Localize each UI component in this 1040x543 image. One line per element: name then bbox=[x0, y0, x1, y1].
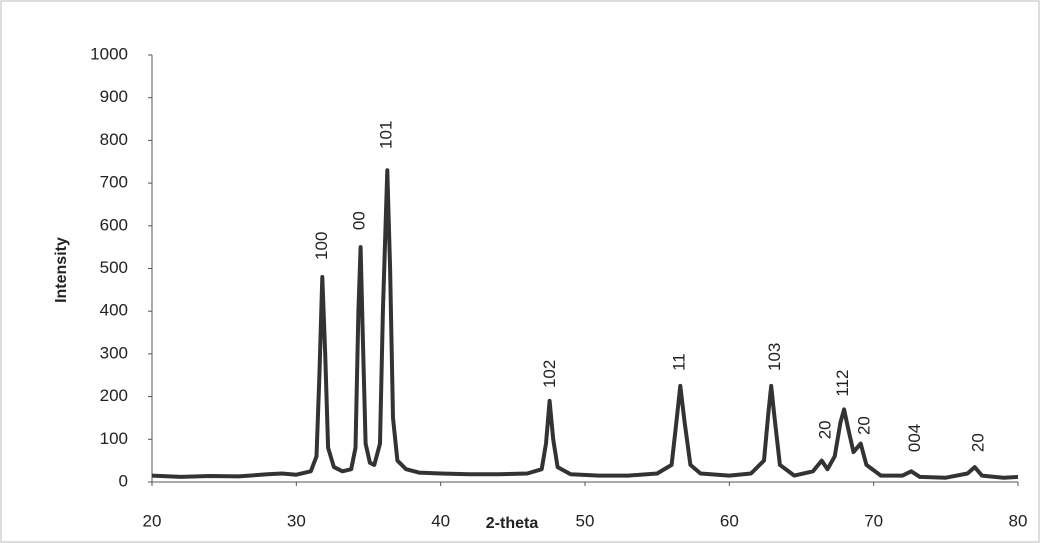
x-tick-label: 40 bbox=[431, 511, 450, 530]
y-tick-label: 100 bbox=[100, 429, 128, 448]
peak-label: 101 bbox=[377, 121, 396, 149]
y-tick-label: 700 bbox=[100, 173, 128, 192]
y-tick-label: 0 bbox=[119, 471, 128, 490]
peak-label: 20 bbox=[816, 420, 835, 439]
y-tick-label: 200 bbox=[100, 386, 128, 405]
frame bbox=[1, 1, 1039, 542]
x-tick-label: 70 bbox=[864, 511, 883, 530]
y-tick-label: 800 bbox=[100, 130, 128, 149]
x-tick-label: 80 bbox=[1009, 511, 1028, 530]
y-tick-label: 300 bbox=[100, 343, 128, 362]
y-tick-label: 600 bbox=[100, 215, 128, 234]
peak-label: 112 bbox=[833, 369, 852, 396]
peak-label: 004 bbox=[905, 424, 924, 452]
peak-label: 00 bbox=[349, 211, 368, 230]
peak-label: 103 bbox=[765, 343, 784, 371]
y-tick-label: 500 bbox=[100, 258, 128, 277]
y-tick-label: 900 bbox=[100, 87, 128, 106]
peak-label: 102 bbox=[540, 360, 559, 388]
y-tick-label: 1000 bbox=[90, 44, 128, 63]
peak-label: 20 bbox=[969, 433, 988, 452]
x-tick-label: 50 bbox=[576, 511, 595, 530]
x-axis-title: 2-theta bbox=[486, 515, 539, 532]
x-tick-label: 20 bbox=[143, 511, 162, 530]
x-tick-label: 30 bbox=[287, 511, 306, 530]
chart: 2-theta Intensity 0100200300400500600700… bbox=[0, 0, 1040, 543]
peak-label: 11 bbox=[670, 353, 689, 371]
y-axis-title: Intensity bbox=[53, 237, 70, 303]
page: {"chart_data": {"type": "line", "xlabel"… bbox=[0, 0, 1040, 543]
x-tick-label: 60 bbox=[720, 511, 739, 530]
peak-label: 20 bbox=[854, 416, 873, 435]
peak-label: 100 bbox=[312, 232, 331, 260]
y-tick-label: 400 bbox=[100, 301, 128, 320]
